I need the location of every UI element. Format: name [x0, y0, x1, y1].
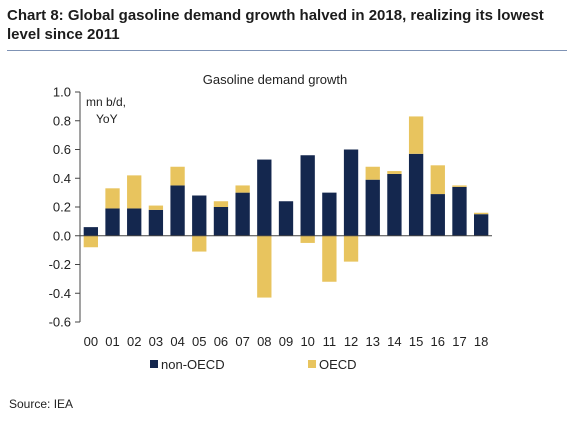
bar-oecd-00: [83, 235, 98, 248]
source-note: Source: IEA: [9, 397, 74, 411]
y-tick-label: -0.4: [49, 286, 71, 301]
legend: non-OECD OECD: [150, 357, 357, 372]
y-tick-label: 1.0: [53, 85, 71, 100]
x-tick-label: 10: [300, 334, 314, 349]
x-tick-label: 16: [431, 334, 445, 349]
y-tick-label: -0.2: [49, 257, 71, 272]
plot-area: 1.0 0.8 0.6 0.4 0.2 0.0 -0.2 -0.4 -0.6 00 01 02 03 04…: [49, 85, 492, 349]
bar-non-oecd-10: [300, 155, 315, 236]
y-tick-label: 0.6: [53, 142, 71, 157]
title-divider: [7, 50, 567, 51]
bar-non-oecd-13: [365, 179, 380, 236]
bar-oecd-07: [235, 185, 250, 193]
bar-oecd-04: [170, 166, 185, 186]
bar-non-oecd-18: [474, 214, 489, 236]
bar-oecd-06: [213, 201, 229, 207]
x-tick-label: 09: [279, 334, 293, 349]
x-tick-label: 03: [149, 334, 163, 349]
plot-title: Gasoline demand growth: [203, 72, 348, 87]
x-tick-label: 06: [214, 334, 228, 349]
bar-non-oecd-17: [452, 186, 467, 236]
unit-label-line1: mn b/d,: [86, 95, 126, 109]
bar-non-oecd-07: [235, 192, 250, 236]
bar-oecd-11: [322, 235, 337, 282]
x-tick-label: 07: [235, 334, 249, 349]
legend-label-non-oecd: non-OECD: [161, 357, 225, 372]
bar-oecd-02: [127, 175, 142, 209]
x-tick-label: 08: [257, 334, 271, 349]
x-tick-label: 13: [366, 334, 380, 349]
x-tick-label: 00: [84, 334, 98, 349]
y-tick-label: -0.6: [49, 315, 71, 330]
bar-oecd-18: [474, 212, 489, 215]
x-tick-label: 17: [452, 334, 466, 349]
x-tick-label: 05: [192, 334, 206, 349]
bar-oecd-01: [105, 188, 120, 209]
x-tick-label: 15: [409, 334, 423, 349]
x-tick-label: 14: [387, 334, 401, 349]
x-tick-label: 04: [170, 334, 184, 349]
bar-non-oecd-08: [257, 159, 272, 236]
x-tick-label: 18: [474, 334, 488, 349]
bar-non-oecd-16: [430, 194, 445, 236]
bar-non-oecd-09: [278, 201, 294, 236]
x-tick-label: 11: [323, 334, 337, 349]
legend-swatch-oecd: [308, 360, 316, 368]
unit-label-line2: YoY: [96, 112, 118, 126]
bar-non-oecd-00: [83, 227, 98, 236]
bar-oecd-14: [387, 171, 402, 174]
y-tick-label: 0.2: [53, 200, 71, 215]
y-tick-label: 0.8: [53, 113, 71, 128]
legend-label-oecd: OECD: [319, 357, 357, 372]
bar-oecd-16: [430, 165, 445, 195]
bar-non-oecd-03: [148, 209, 164, 236]
x-tick-label: 02: [127, 334, 141, 349]
bar-oecd-13: [365, 166, 380, 180]
bar-oecd-12: [343, 235, 359, 262]
legend-swatch-non-oecd: [150, 360, 158, 368]
bar-oecd-15: [408, 116, 424, 154]
bar-non-oecd-12: [343, 149, 359, 236]
y-tick-label: 0.4: [53, 171, 71, 186]
bar-non-oecd-11: [322, 192, 337, 236]
bar-non-oecd-01: [105, 208, 120, 236]
chart-title-header: Chart 8: Global gasoline demand growth h…: [7, 7, 544, 43]
y-tick-label: 0.0: [53, 228, 71, 243]
bar-non-oecd-15: [408, 153, 424, 236]
bar-oecd-03: [148, 205, 164, 210]
bar-oecd-10: [300, 235, 315, 243]
bar-non-oecd-05: [192, 195, 207, 236]
bar-oecd-17: [452, 185, 467, 187]
bar-non-oecd-02: [127, 208, 142, 236]
bar-non-oecd-04: [170, 185, 185, 236]
bar-non-oecd-14: [387, 173, 402, 236]
x-tick-label: 01: [105, 334, 119, 349]
x-tick-label: 12: [344, 334, 358, 349]
bar-oecd-08: [257, 235, 272, 298]
bar-oecd-05: [192, 235, 207, 252]
bar-non-oecd-06: [213, 207, 229, 236]
